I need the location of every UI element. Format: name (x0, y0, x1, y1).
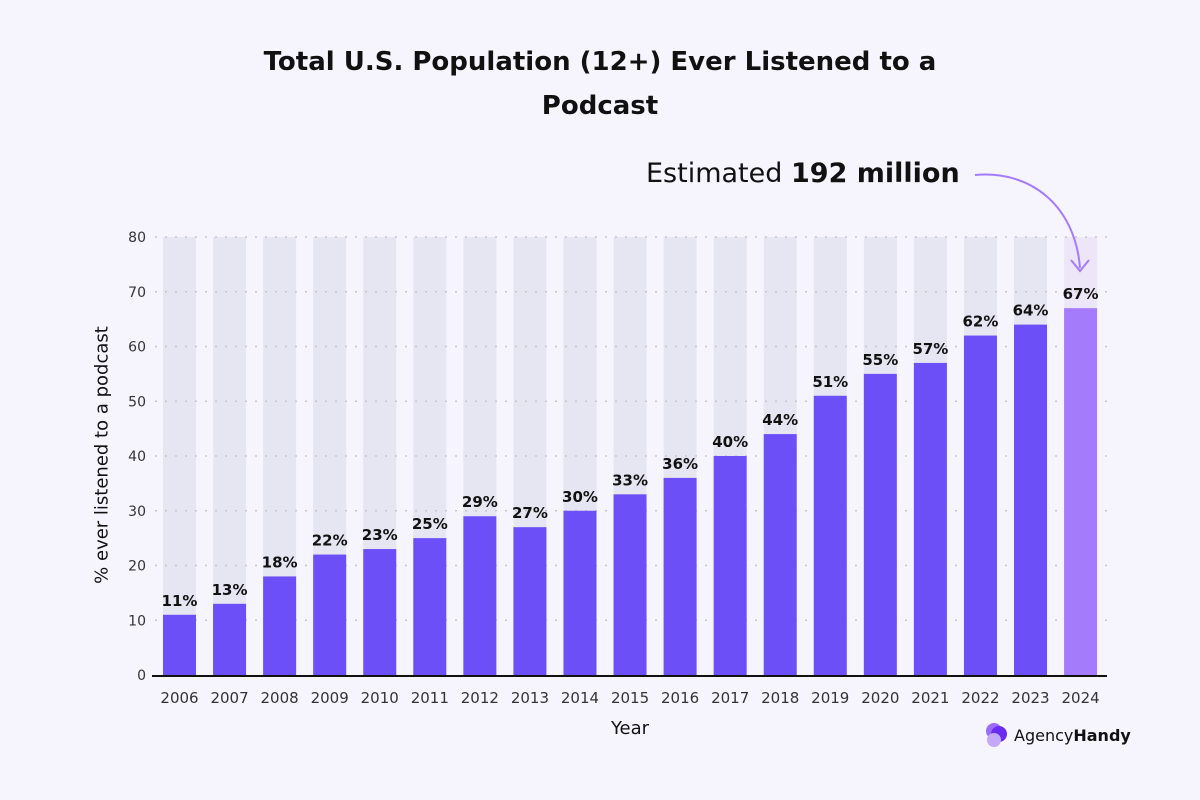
x-tick-label: 2010 (361, 689, 399, 707)
x-tick-label: 2022 (961, 689, 999, 707)
annotation-emphasis: 192 million (791, 158, 960, 189)
x-tick-label: 2016 (661, 689, 699, 707)
annotation-prefix: Estimated (646, 158, 783, 189)
x-tick-label: 2023 (1011, 689, 1049, 707)
x-tick-label: 2011 (411, 689, 449, 707)
x-tick-label: 2019 (811, 689, 849, 707)
x-tick-label: 2014 (561, 689, 599, 707)
bar-2011 (413, 538, 447, 675)
data-label: 30% (562, 488, 598, 506)
x-tick-label: 2015 (611, 689, 649, 707)
data-label: 36% (662, 455, 698, 473)
bar-2016 (663, 477, 697, 675)
y-tick-label: 70 (128, 285, 146, 301)
x-tick-label: 2024 (1061, 689, 1099, 707)
y-tick-label: 20 (128, 559, 146, 575)
bar-2024 (1064, 308, 1098, 675)
brand-name-light: Agency (1014, 725, 1074, 745)
bar-2020 (863, 373, 897, 675)
brand-name-bold: Handy (1073, 725, 1131, 745)
bar-2009 (313, 554, 347, 675)
annotation-arrow (974, 173, 1081, 269)
brand-logo: AgencyHandy (983, 722, 1131, 748)
bar-2013 (513, 527, 547, 675)
bar-2015 (613, 494, 647, 675)
bar-2023 (1014, 324, 1048, 675)
bar-2017 (713, 456, 747, 675)
x-tick-label: 2006 (160, 689, 198, 707)
data-label: 40% (712, 433, 748, 451)
data-label: 25% (412, 515, 448, 533)
data-label: 51% (812, 373, 848, 391)
bar-2014 (563, 510, 597, 675)
x-tick-label: 2008 (261, 689, 299, 707)
data-label: 33% (612, 471, 648, 489)
data-label: 11% (162, 592, 198, 610)
data-label: 13% (212, 581, 248, 599)
data-label: 67% (1063, 285, 1099, 303)
y-tick-label: 0 (137, 668, 146, 684)
x-tick-label: 2009 (311, 689, 349, 707)
data-label: 44% (762, 411, 798, 429)
y-tick-label: 10 (128, 613, 146, 629)
bar-2018 (763, 434, 797, 675)
data-label: 64% (1013, 302, 1049, 320)
data-label: 57% (912, 340, 948, 358)
x-tick-label: 2018 (761, 689, 799, 707)
x-axis-label: Year (610, 718, 650, 739)
y-tick-label: 50 (128, 394, 146, 410)
data-label: 62% (963, 313, 999, 331)
bar-2006 (163, 614, 196, 675)
bar-2012 (463, 516, 497, 675)
x-tick-label: 2013 (511, 689, 549, 707)
x-tick-label: 2007 (210, 689, 248, 707)
data-label: 23% (362, 526, 398, 544)
y-tick-label: 60 (128, 340, 146, 356)
x-tick-label: 2021 (911, 689, 949, 707)
bar-2008 (263, 576, 297, 675)
bar-track (163, 237, 196, 675)
x-tick-label: 2020 (861, 689, 899, 707)
x-tick-label: 2012 (461, 689, 499, 707)
annotation: Estimated 192 million (646, 158, 960, 189)
bar-2021 (913, 362, 947, 675)
bar-2007 (213, 603, 247, 675)
bar-2010 (363, 549, 397, 675)
x-tick-label: 2017 (711, 689, 749, 707)
arrowhead-icon (1070, 259, 1090, 273)
data-label: 55% (862, 351, 898, 369)
y-tick-label: 30 (128, 504, 146, 520)
y-tick-label: 80 (128, 230, 146, 246)
bar-track (213, 237, 247, 675)
y-tick-label: 40 (128, 449, 146, 465)
data-label: 22% (312, 532, 348, 550)
bar-2019 (813, 395, 847, 675)
bar-2022 (963, 335, 997, 675)
brand-logo-icon (986, 723, 1007, 747)
data-label: 29% (462, 493, 498, 511)
chart-title: Total U.S. Population (12+) Ever Listene… (263, 47, 937, 121)
data-label: 27% (512, 504, 548, 522)
data-label: 18% (262, 553, 298, 571)
